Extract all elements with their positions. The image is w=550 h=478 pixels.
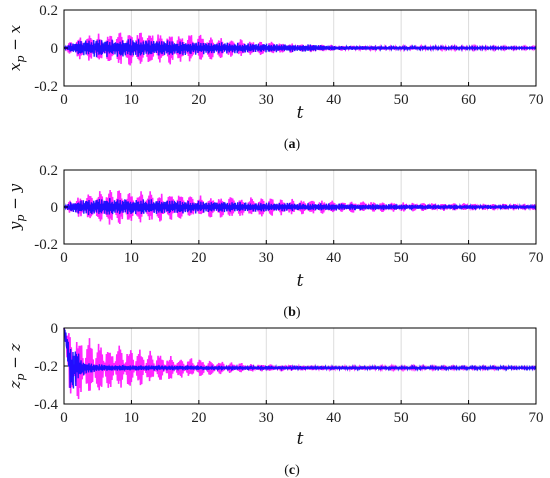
x-axis-label: t	[297, 103, 304, 123]
x-tick-label: 40	[326, 250, 341, 266]
panel-caption: (a)	[284, 137, 301, 152]
y-axis-label: yp − y	[6, 183, 27, 231]
panel-caption: (b)	[283, 305, 300, 320]
x-tick-label: 10	[124, 410, 139, 426]
x-tick-label: 30	[259, 92, 274, 108]
x-tick-label: 50	[394, 250, 409, 266]
x-tick-label: 70	[529, 410, 544, 426]
x-tick-label: 40	[326, 410, 341, 426]
series-line-2	[63, 327, 537, 389]
x-tick-label: 40	[326, 92, 341, 108]
x-tick-label: 20	[191, 410, 206, 426]
x-tick-label: 70	[529, 250, 544, 266]
x-axis-label: t	[297, 271, 304, 291]
x-tick-label: 50	[394, 92, 409, 108]
x-tick-label: 60	[461, 250, 476, 266]
y-tick-label: 0	[51, 321, 59, 337]
x-tick-label: 10	[124, 92, 139, 108]
y-tick-label: -0.2	[34, 79, 58, 95]
x-tick-label: 0	[60, 250, 68, 266]
y-tick-label: -0.4	[34, 397, 58, 413]
panel-caption: (c)	[284, 463, 300, 478]
y-tick-label: 0	[51, 200, 59, 216]
x-tick-label: 30	[259, 410, 274, 426]
x-tick-label: 20	[191, 92, 206, 108]
x-tick-label: 60	[461, 410, 476, 426]
y-tick-label: 0.2	[39, 163, 58, 179]
chart-panel-3: 0 10 20 30 40 50 60 70 0 -0.2 -0.4 t zp − z (c)	[6, 321, 544, 478]
series-line-2	[63, 38, 537, 58]
y-tick-label: 0	[51, 41, 59, 57]
y-tick-label: -0.2	[34, 359, 58, 375]
series-line-2	[63, 198, 537, 215]
x-tick-label: 20	[191, 250, 206, 266]
x-axis-label: t	[297, 429, 304, 449]
x-tick-label: 0	[60, 410, 68, 426]
x-tick-label: 70	[529, 92, 544, 108]
y-tick-label: -0.2	[34, 237, 58, 253]
y-axis-label: xp − x	[6, 24, 27, 71]
y-axis-label: zp − z	[6, 343, 27, 389]
x-tick-label: 30	[259, 250, 274, 266]
x-tick-label: 0	[60, 92, 68, 108]
x-tick-label: 50	[394, 410, 409, 426]
x-tick-label: 60	[461, 92, 476, 108]
y-tick-label: 0.2	[39, 3, 58, 19]
x-tick-label: 10	[124, 250, 139, 266]
